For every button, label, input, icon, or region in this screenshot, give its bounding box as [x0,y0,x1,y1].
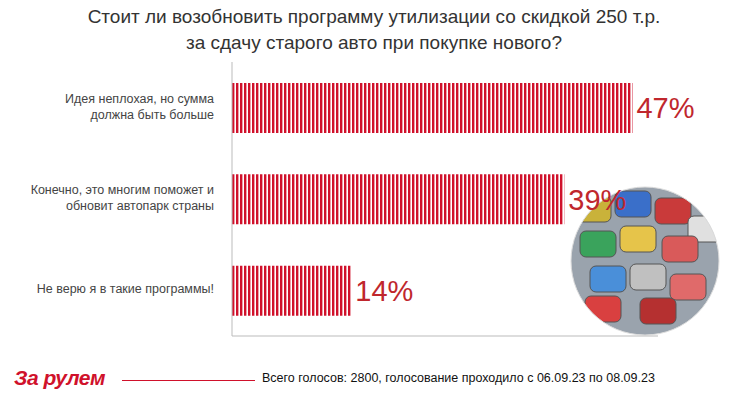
svg-text:Не верю я в такие программы!: Не верю я в такие программы! [37,283,214,297]
svg-text:47%: 47% [636,92,694,124]
html-text:За рулем: За рулем [14,366,105,389]
svg-text:Идея неплохая, но суммадолжна: Идея неплохая, но суммадолжна быть больш… [65,92,214,122]
svg-text:14%: 14% [355,275,413,307]
html-text:Всего голосов: 2800, голосован: Всего голосов: 2800, голосование проходи… [262,371,655,385]
svg-text:39%: 39% [568,184,626,216]
svg-text:Конечно, это многим поможет ио: Конечно, это многим поможет иобновит авт… [31,183,214,213]
html-text:Стоит ли возобновить программу: Стоит ли возобновить программу утилизаци… [87,6,661,53]
